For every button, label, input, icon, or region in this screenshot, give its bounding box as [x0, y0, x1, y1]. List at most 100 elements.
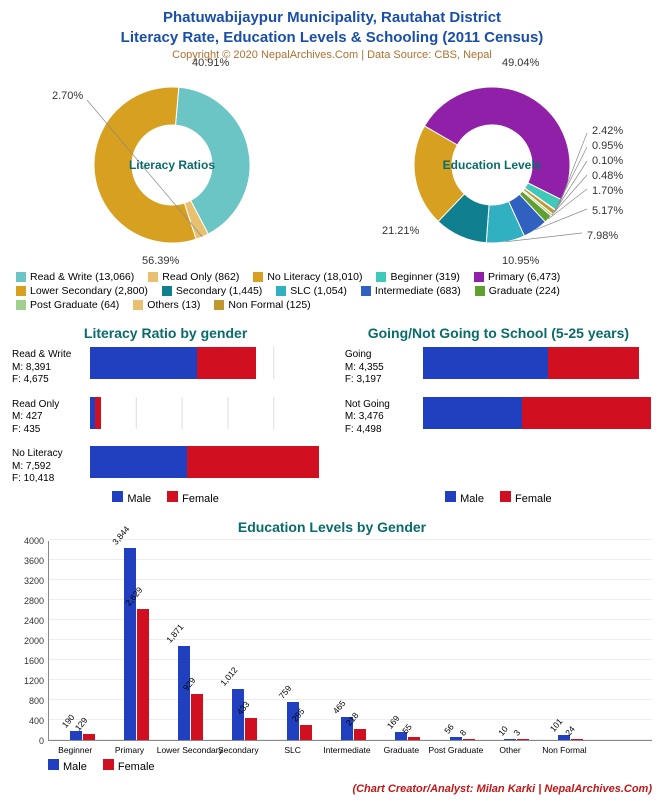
pct-label: 0.95% [592, 140, 623, 152]
combined-legend: Read & Write (13,066) Read Only (862) No L… [12, 271, 652, 311]
bar-male [423, 397, 523, 429]
vbar-group: 3,8442,629 [109, 548, 163, 740]
donut-literacy: Literacy Ratios 40.91%2.70%56.39% [12, 65, 332, 265]
hbar-group: Read & WriteM: 8,391F: 4,675 [12, 347, 319, 387]
hbar-row: Literacy Ratio by gender Read & WriteM: … [12, 325, 652, 505]
bar-male [90, 446, 187, 478]
bar-female [548, 347, 640, 379]
hbar-label: No LiteracyM: 7,592F: 10,418 [12, 446, 90, 486]
y-tick: 0 [39, 736, 44, 746]
legend-item: No Literacy (18,010) [253, 271, 362, 283]
hbar-group: Not GoingM: 3,476F: 4,498 [345, 397, 652, 437]
pct-label: 0.48% [592, 170, 623, 182]
mf-legend-left: Male Female [12, 491, 319, 505]
x-label: Non Formal [537, 741, 591, 755]
legend-item: Others (13) [133, 299, 200, 311]
legend-item: Lower Secondary (2,800) [16, 285, 148, 297]
vbar-f: 218 [354, 729, 366, 740]
title-block: Phatuwabijaypur Municipality, Rautahat D… [12, 8, 652, 61]
vbar-title: Education Levels by Gender [12, 519, 652, 535]
pct-label: 2.70% [52, 90, 83, 102]
pct-label: 7.98% [587, 230, 618, 242]
vbar-f: 3 [517, 739, 529, 740]
vbar-value: 1,871 [164, 622, 187, 646]
vbar-group: 103 [489, 739, 543, 740]
vbar-value: 465 [331, 698, 349, 717]
hbar-literacy-gender: Literacy Ratio by gender Read & WriteM: … [12, 325, 319, 505]
legend-female-2: Female [515, 493, 552, 505]
y-tick: 2800 [24, 596, 44, 606]
hbar-group: No LiteracyM: 7,592F: 10,418 [12, 446, 319, 486]
bar-male [90, 347, 197, 379]
hbar-left-title: Literacy Ratio by gender [12, 325, 319, 341]
legend-item: Primary (6,473) [474, 271, 560, 283]
pct-label: 5.17% [592, 205, 623, 217]
pct-label: 2.42% [592, 125, 623, 137]
pct-label: 49.04% [502, 57, 539, 69]
x-label: Other [483, 741, 537, 755]
hbar-group: Read OnlyM: 427F: 435 [12, 397, 319, 437]
vbar-f: 8 [463, 739, 475, 740]
vbar-m: 56 [450, 737, 462, 740]
dashboard: Phatuwabijaypur Municipality, Rautahat D… [0, 0, 664, 803]
x-label: Post Graduate [429, 741, 483, 755]
legend-item: Read & Write (13,066) [16, 271, 134, 283]
vbar-group: 10124 [543, 735, 597, 740]
hbar-schooling: Going/Not Going to School (5-25 years) G… [345, 325, 652, 505]
x-label: Beginner [48, 741, 102, 755]
vbar-f: 929 [191, 694, 203, 740]
hbar-label: Not GoingM: 3,476F: 4,498 [345, 397, 423, 437]
vbar-group: 1,871929 [164, 646, 218, 740]
vbar-group: 190129 [55, 731, 109, 741]
vbar-f: 2,629 [137, 609, 149, 740]
pct-label: 40.91% [192, 57, 229, 69]
x-label: Intermediate [320, 741, 374, 755]
x-label: Graduate [374, 741, 428, 755]
legend-item: Graduate (224) [475, 285, 560, 297]
vbar-value: 10 [496, 724, 511, 739]
legend-item: Beginner (319) [376, 271, 459, 283]
vbar-value: 56 [442, 722, 457, 737]
copyright: Copyright © 2020 NepalArchives.Com | Dat… [12, 49, 652, 61]
y-tick: 3600 [24, 556, 44, 566]
legend-female: Female [182, 493, 219, 505]
legend-male: Male [127, 493, 151, 505]
legend-item: Read Only (862) [148, 271, 239, 283]
mf-legend-right: Male Female [345, 491, 652, 505]
vbar-group: 1,012433 [218, 689, 272, 740]
pct-label: 56.39% [142, 255, 179, 267]
hbar-label: Read OnlyM: 427F: 435 [12, 397, 90, 437]
bar-female [522, 397, 651, 429]
donut-education: Education Levels 49.04%2.42%0.10%0.95%0.… [332, 65, 652, 265]
title-line-2: Literacy Rate, Education Levels & School… [12, 28, 652, 48]
x-label: Primary [102, 741, 156, 755]
vbar-f: 433 [245, 718, 257, 740]
bar-male [423, 347, 548, 379]
bar-female [197, 347, 256, 379]
y-tick: 2400 [24, 616, 44, 626]
bar-female [95, 397, 101, 429]
legend-item: Intermediate (683) [361, 285, 461, 297]
y-tick: 2000 [24, 636, 44, 646]
vbar-group: 465218 [326, 717, 380, 740]
y-tick: 400 [29, 716, 44, 726]
legend-item: Post Graduate (64) [16, 299, 119, 311]
hbar-label: GoingM: 4,355F: 3,197 [345, 347, 423, 387]
x-label: Lower Secondary [157, 741, 211, 755]
vbar-m: 10 [504, 739, 516, 740]
hbar-group: GoingM: 4,355F: 3,197 [345, 347, 652, 387]
vbar-value: 3 [511, 728, 523, 739]
vbar-f: 55 [408, 737, 420, 740]
legend-female-3: Female [118, 761, 155, 773]
vbar-group: 759295 [272, 702, 326, 740]
vbar-education-gender: Education Levels by Gender 0400800120016… [12, 519, 652, 773]
y-tick: 4000 [24, 536, 44, 546]
vbar-f: 295 [300, 725, 312, 740]
donut-row: Literacy Ratios 40.91%2.70%56.39% Educat… [12, 65, 652, 265]
y-tick: 3200 [24, 576, 44, 586]
credit: (Chart Creator/Analyst: Milan Karki | Ne… [12, 783, 652, 795]
legend-male-2: Male [460, 493, 484, 505]
bar-female [187, 446, 320, 478]
x-label: SLC [265, 741, 319, 755]
pct-label: 10.95% [502, 255, 539, 267]
